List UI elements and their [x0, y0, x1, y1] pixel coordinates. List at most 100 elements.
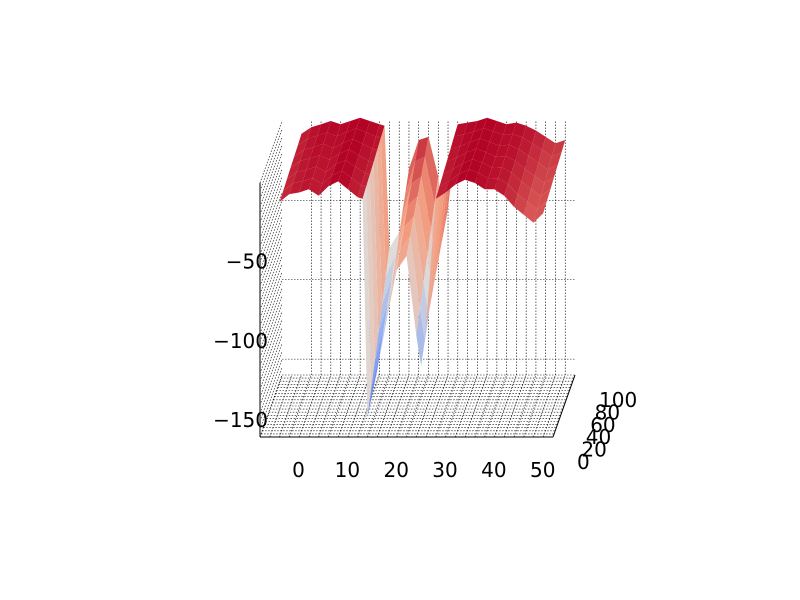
- surface-facet: [482, 152, 496, 168]
- surface-facet: [462, 148, 477, 164]
- floor-gridline: [308, 374, 332, 438]
- x-tick-label: 30: [432, 458, 457, 482]
- side-wall-gridline: [259, 327, 283, 390]
- surface-facet: [452, 152, 467, 170]
- surface-facet: [355, 155, 369, 173]
- floor-gridline: [494, 374, 517, 438]
- surface-facet: [317, 121, 331, 136]
- surface-facet: [299, 178, 313, 193]
- surface-facet: [297, 127, 312, 146]
- side-wall-gridline: [259, 303, 283, 366]
- side-wall-gridline: [259, 176, 283, 239]
- floor-gridline: [328, 374, 351, 438]
- z-tick-label: −150: [213, 408, 268, 432]
- surface-facet: [421, 306, 430, 366]
- side-wall-gridline: [259, 144, 283, 207]
- surface-facet: [446, 145, 461, 162]
- surface-facet: [507, 172, 522, 195]
- surface-facet: [413, 196, 428, 283]
- surface-facet: [488, 167, 502, 179]
- surface-facet: [511, 160, 525, 182]
- surface-facet: [328, 170, 342, 187]
- surface-facet: [524, 156, 539, 176]
- surface-facet: [415, 136, 429, 162]
- surface-facet: [493, 121, 507, 135]
- surface-facet: [400, 216, 414, 249]
- side-wall-gridline: [259, 216, 283, 279]
- surface-facet: [318, 175, 332, 196]
- side-wall-gridline: [259, 232, 283, 295]
- surface-facet: [286, 160, 301, 180]
- surface-facet: [336, 121, 351, 137]
- surface-facet: [378, 278, 392, 333]
- surface-facet: [300, 147, 314, 161]
- surface-facet: [388, 218, 402, 302]
- surface-facet: [382, 255, 396, 305]
- surface-facet: [377, 293, 391, 371]
- surface-facet: [380, 125, 390, 277]
- floor-gridline: [396, 374, 420, 438]
- surface-facet: [373, 150, 383, 333]
- side-wall-gridline: [259, 319, 283, 382]
- axis-layer: [259, 183, 576, 438]
- surface-facet: [312, 166, 326, 184]
- surface-facet: [302, 166, 317, 182]
- surface-facet: [501, 156, 516, 173]
- surface-facet: [466, 138, 480, 153]
- surface-facet: [417, 176, 431, 256]
- surface-facet: [289, 181, 303, 195]
- floor-gridline: [279, 374, 302, 438]
- surface-facet: [362, 186, 372, 418]
- surface-facet: [345, 149, 359, 167]
- y-tick-label: 60: [590, 413, 615, 437]
- surface-facet: [306, 155, 320, 170]
- surface-facet: [531, 175, 545, 197]
- floor-gridline: [298, 374, 322, 438]
- floor-gridline: [318, 374, 341, 438]
- surface-facet: [537, 188, 551, 210]
- surface-facet: [521, 168, 535, 189]
- x-tick-label: 20: [383, 458, 408, 482]
- surface-facet: [335, 149, 350, 165]
- side-wall-gridline: [259, 271, 283, 334]
- surface-facet: [394, 205, 408, 269]
- z-tick-label: −50: [226, 249, 268, 273]
- side-wall-gridline: [259, 287, 283, 350]
- surface-facet: [384, 243, 398, 325]
- surface-facet: [540, 176, 555, 197]
- floor-gridline: [289, 374, 312, 438]
- surface-facet: [362, 132, 376, 149]
- surface-facet: [387, 248, 401, 318]
- surface-facet: [308, 178, 323, 196]
- side-wall-gridline: [259, 184, 283, 247]
- y-tick-label: 80: [595, 400, 620, 424]
- side-wall-gridline: [259, 224, 283, 287]
- surface-facet: [544, 164, 558, 183]
- x-tick-label: 50: [530, 458, 555, 482]
- surface-layer: [279, 117, 566, 418]
- surface-facet: [459, 159, 473, 174]
- floor-gridline: [347, 374, 371, 438]
- surface-facet: [517, 181, 531, 202]
- surface-facet: [333, 131, 347, 148]
- side-wall-gridline: [259, 335, 283, 398]
- floor-gridline: [542, 374, 566, 438]
- surface-facet: [372, 136, 381, 151]
- surface-facet: [463, 121, 478, 135]
- surface-facet: [534, 162, 549, 183]
- side-wall-gridline: [259, 343, 283, 406]
- surface-facet: [465, 169, 479, 183]
- floor-gridline: [474, 374, 498, 438]
- surface-facet: [416, 308, 425, 366]
- surface-facet: [294, 138, 308, 157]
- surface-facet: [435, 180, 450, 199]
- surface-facet: [307, 124, 322, 139]
- surface-facet: [518, 137, 533, 156]
- floor-gridline: [376, 374, 400, 438]
- surface-facet: [410, 216, 424, 309]
- surface-facet: [366, 174, 375, 390]
- side-wall-gridline: [259, 128, 283, 192]
- surface-facet: [398, 183, 412, 244]
- side-wall-gridline: [259, 192, 283, 255]
- surface-facet: [495, 144, 510, 157]
